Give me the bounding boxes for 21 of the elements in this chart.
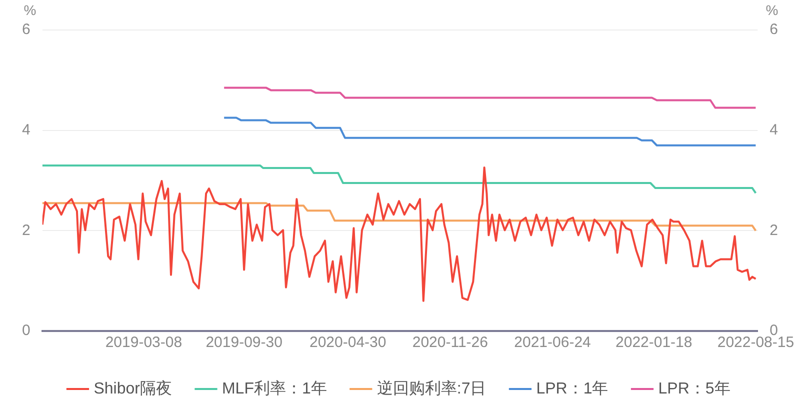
legend-label: Shibor隔夜	[94, 379, 172, 398]
x-tick-label: 2019-09-30	[206, 334, 282, 352]
y-axis-title: %	[24, 2, 36, 18]
legend-label: LPR：5年	[658, 380, 730, 398]
y-tick-label: 4	[22, 121, 30, 138]
x-tick-label: 2022-08-15	[717, 334, 794, 352]
x-tick-label: 2022-01-18	[616, 334, 692, 352]
y2-tick-label: 6	[770, 21, 778, 38]
x-tick-label: 2020-11-26	[412, 334, 488, 352]
x-tick-label: 2021-06-24	[514, 334, 591, 352]
legend-label: 逆回购利率:7日	[376, 379, 486, 398]
legend-label: MLF利率：1年	[222, 379, 327, 398]
x-tick-label: 2019-03-08	[105, 334, 182, 352]
y2-tick-label: 2	[770, 222, 778, 239]
legend-label: LPR：1年	[536, 380, 608, 398]
y-tick-label: 2	[22, 222, 30, 239]
y2-tick-label: 4	[770, 121, 778, 138]
y2-axis-title: %	[766, 2, 778, 18]
y-tick-label: 6	[22, 21, 30, 38]
x-tick-label: 2020-04-30	[309, 334, 386, 352]
y-tick-label: 0	[22, 322, 30, 340]
